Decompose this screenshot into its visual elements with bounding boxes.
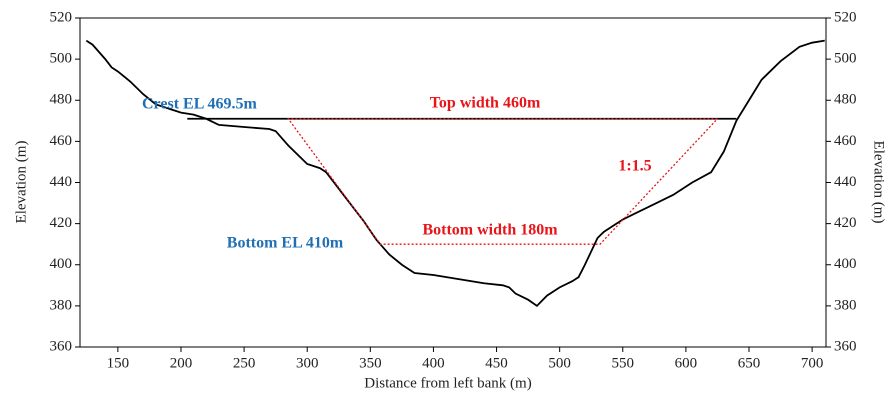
annotation: Bottom width 180m <box>422 222 558 239</box>
x-tick-label: 400 <box>422 355 445 371</box>
x-tick-label: 250 <box>233 355 256 371</box>
y2-tick-label: 480 <box>834 92 857 108</box>
y2-tick-label: 500 <box>834 51 857 67</box>
y-axis-label: Elevation (m) <box>13 141 29 224</box>
series-line <box>286 118 718 245</box>
y-tick-label: 380 <box>50 297 73 313</box>
annotation: 1:1.5 <box>618 158 651 175</box>
y-tick-label: 400 <box>50 256 73 272</box>
x-tick-label: 350 <box>359 355 382 371</box>
y2-tick-label: 420 <box>834 215 857 231</box>
x-axis-label: Distance from left bank (m) <box>364 375 531 391</box>
series-line <box>85 39 825 308</box>
y-tick-label: 440 <box>50 174 73 190</box>
x-tick-label: 200 <box>170 355 193 371</box>
annotation: Crest EL 469.5m <box>142 96 257 113</box>
x-tick-label: 600 <box>675 355 698 371</box>
y-tick-label: 480 <box>50 92 73 108</box>
plot-frame <box>79 17 827 348</box>
y-tick-label: 460 <box>50 133 73 149</box>
y2-tick-label: 360 <box>834 338 857 354</box>
y2-tick-label: 440 <box>834 174 857 190</box>
y-tick-label: 500 <box>50 51 73 67</box>
y-tick-label: 420 <box>50 215 73 231</box>
y2-axis-label: Elevation (m) <box>871 141 887 224</box>
y2-tick-label: 520 <box>834 9 857 25</box>
x-tick-label: 300 <box>296 355 319 371</box>
x-tick-label: 500 <box>548 355 571 371</box>
y-tick-label: 520 <box>50 9 73 25</box>
x-tick-label: 550 <box>612 355 635 371</box>
x-tick-label: 450 <box>485 355 508 371</box>
x-tick-label: 150 <box>107 355 130 371</box>
x-tick-label: 650 <box>738 355 761 371</box>
y2-tick-label: 460 <box>834 133 857 149</box>
annotation: Bottom EL 410m <box>227 235 344 252</box>
y2-tick-label: 400 <box>834 256 857 272</box>
y-tick-label: 360 <box>50 338 73 354</box>
y2-tick-label: 380 <box>834 297 857 313</box>
x-tick-label: 700 <box>801 355 824 371</box>
annotation: Top width 460m <box>430 95 541 112</box>
